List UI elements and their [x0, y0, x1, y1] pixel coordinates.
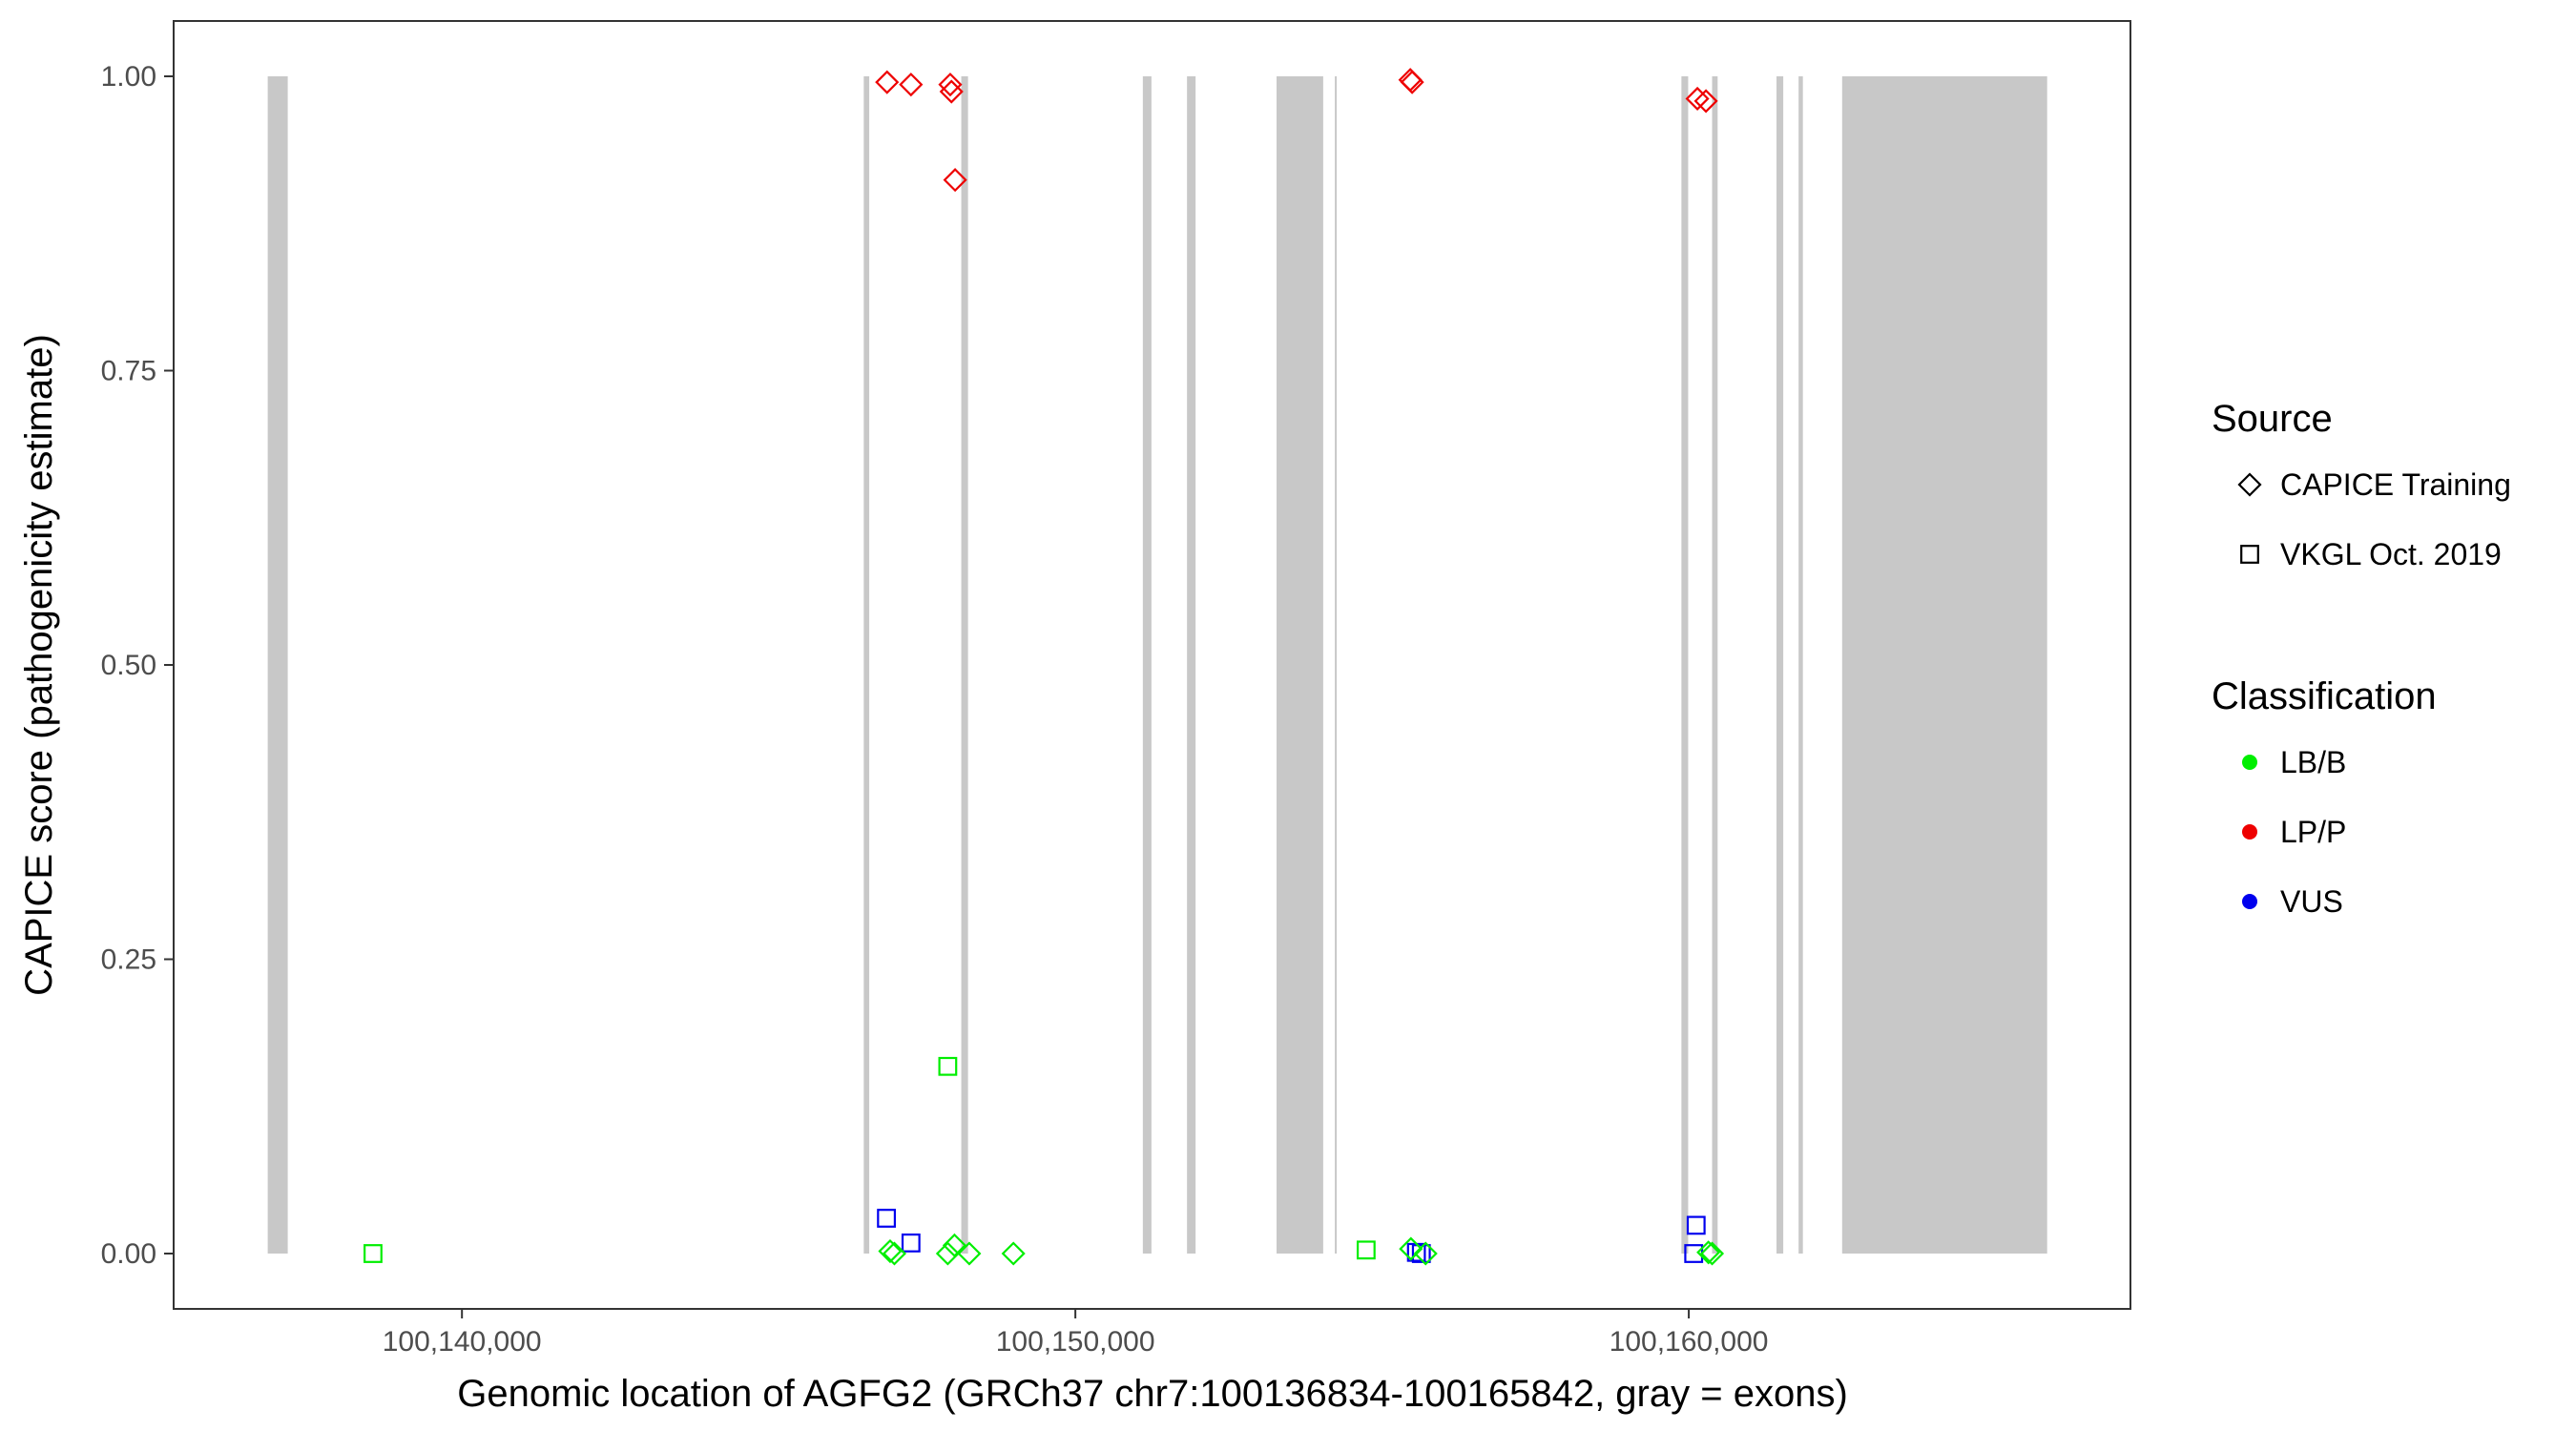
y-axis-title: CAPICE score (pathogenicity estimate): [18, 334, 60, 996]
diamond-point: [935, 1241, 960, 1266]
legend-source-label: CAPICE Training: [2280, 467, 2511, 502]
x-axis-title: Genomic location of AGFG2 (GRCh37 chr7:1…: [457, 1373, 1848, 1415]
exon-band: [267, 75, 288, 1255]
diamond-point: [1399, 1236, 1423, 1261]
diamond-point: [1693, 89, 1718, 114]
square-point: [938, 1056, 958, 1076]
square-point: [1356, 1240, 1376, 1260]
exon-band: [863, 75, 870, 1255]
data-points: [364, 68, 1725, 1266]
square-point: [1411, 1244, 1431, 1263]
diamond-point: [1699, 1241, 1725, 1266]
x-tick-label: 100,140,000: [383, 1326, 542, 1358]
exon-band: [1841, 75, 2047, 1255]
diamond-point: [875, 70, 900, 94]
diamond-point: [1400, 70, 1424, 94]
exon-band: [961, 75, 968, 1255]
y-tick-label: 0.00: [101, 1238, 156, 1270]
y-axis: 0.00 0.25 0.50 0.75 1.00: [101, 61, 174, 1270]
exon-band: [1712, 75, 1718, 1255]
y-tick-label: 0.25: [101, 944, 156, 976]
diamond-point: [1413, 1241, 1438, 1266]
y-tick-label: 0.75: [101, 355, 156, 386]
exon-band: [1335, 75, 1338, 1255]
diamond-point: [957, 1241, 982, 1266]
diamond-point: [1696, 1240, 1721, 1265]
legend-classification-label: LB/B: [2280, 745, 2346, 779]
legend-classification-label: LP/P: [2280, 815, 2346, 849]
diamond-point: [1685, 86, 1710, 111]
legend-color-key: [2242, 755, 2257, 770]
diamond-point: [899, 73, 924, 97]
y-tick-label: 0.50: [101, 650, 156, 681]
exon-band: [1798, 75, 1803, 1255]
diamond-point: [939, 79, 964, 104]
exon-band: [1142, 75, 1152, 1255]
exon-band: [1681, 75, 1689, 1255]
diamond-point: [882, 1241, 907, 1266]
square-point: [901, 1233, 921, 1253]
legend-color-key: [2242, 894, 2257, 909]
x-tick-label: 100,150,000: [996, 1326, 1155, 1358]
exon-band: [1776, 75, 1784, 1255]
legend-color-key: [2242, 824, 2257, 840]
square-point: [877, 1209, 897, 1228]
diamond-point: [938, 73, 963, 97]
exon-band: [1277, 75, 1323, 1255]
diamond-point: [942, 1233, 967, 1257]
exon-band: [1187, 75, 1196, 1255]
legend-classification-label: VUS: [2280, 884, 2343, 919]
x-axis: 100,140,000 100,150,000 100,160,000: [383, 1309, 1769, 1358]
legend-source-title: Source: [2212, 398, 2333, 440]
legend-source-label: VKGL Oct. 2019: [2280, 537, 2502, 571]
legend-diamond-key: [2237, 472, 2262, 497]
x-tick-label: 100,160,000: [1610, 1326, 1769, 1358]
legend-classification-title: Classification: [2212, 675, 2437, 717]
diamond-point: [1001, 1241, 1026, 1266]
diamond-point: [878, 1238, 903, 1264]
square-point: [364, 1244, 383, 1263]
y-tick-label: 1.00: [101, 61, 156, 93]
square-point: [1686, 1215, 1706, 1235]
legend: Source CAPICE Training VKGL Oct. 2019 Class…: [2212, 398, 2511, 919]
exon-bands: [267, 75, 2047, 1255]
legend-square-key: [2240, 545, 2259, 564]
diamond-point: [943, 168, 967, 193]
